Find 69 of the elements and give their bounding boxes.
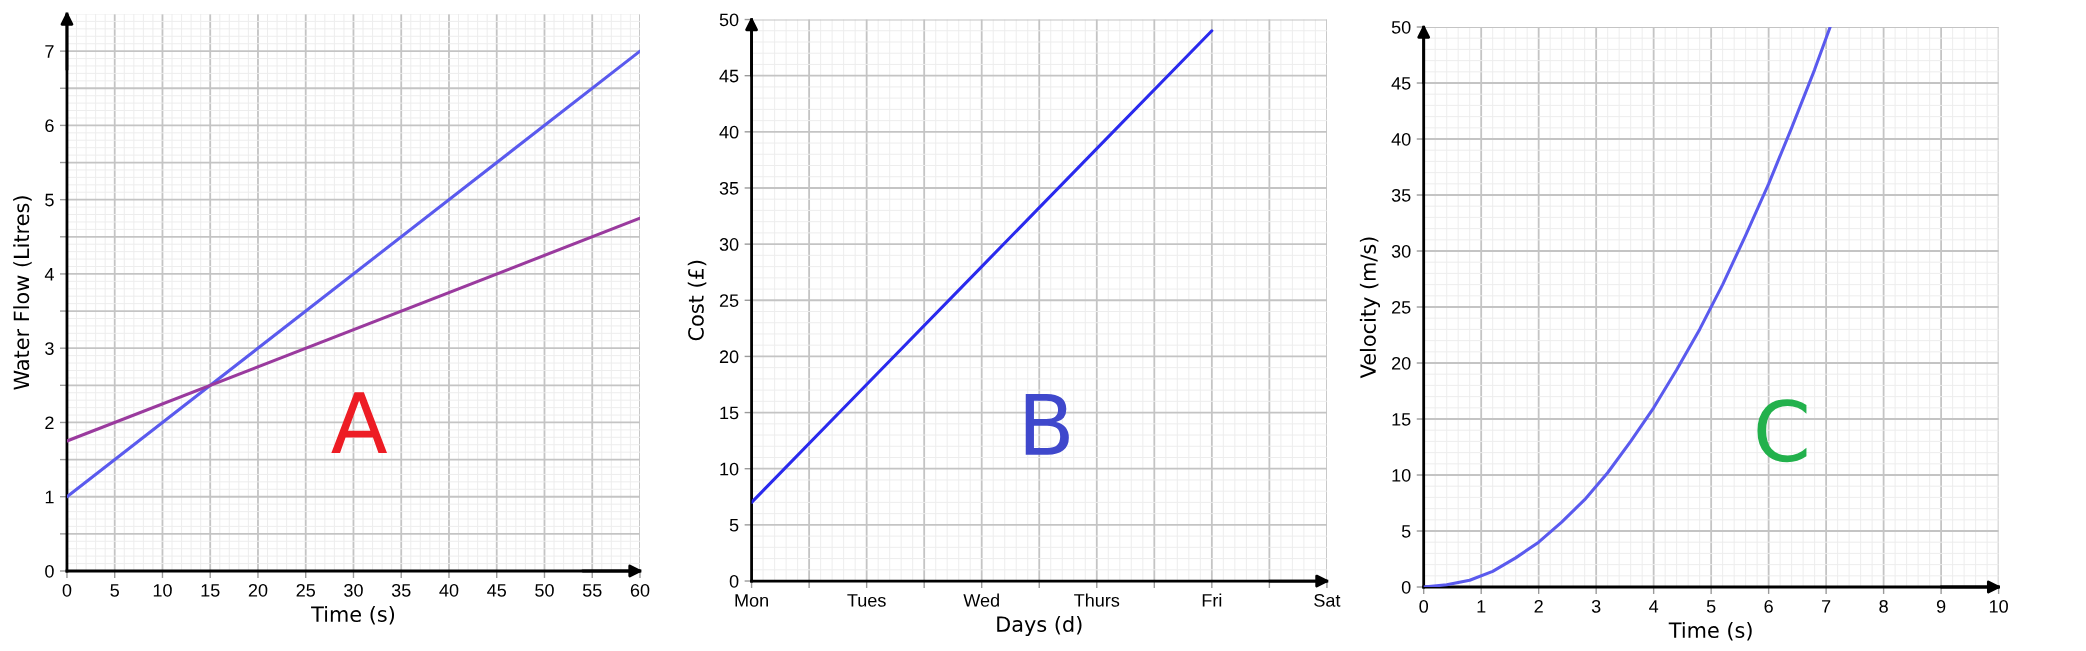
x-tick-label: Fri	[1202, 593, 1222, 607]
y-tick-label: 5	[45, 193, 54, 207]
y-tick-label: 1	[45, 490, 54, 504]
annotation: A	[331, 392, 388, 454]
y-tick-label: 7	[45, 45, 54, 58]
x-axis-title: Time (s)	[1668, 621, 1752, 641]
y-axis-title: Velocity (m/s)	[1359, 237, 1380, 379]
y-tick-label: 50	[719, 13, 739, 27]
x-tick-label: 0	[1419, 599, 1429, 613]
x-tick-label: Tues	[847, 594, 886, 607]
x-tick-label: 45	[487, 584, 507, 597]
line-series	[751, 29, 1214, 504]
y-tick-label: 35	[1391, 188, 1411, 202]
x-tick-label: 60	[630, 583, 650, 597]
y-tick-label: 5	[1401, 525, 1411, 538]
y-tick-label: 6	[45, 119, 54, 133]
x-axis-title: Days (d)	[997, 615, 1082, 637]
x-tick-label: 7	[1822, 600, 1831, 613]
y-tick-label: 40	[1391, 132, 1411, 146]
y-tick-label: 35	[719, 181, 739, 195]
y-tick-label: 15	[720, 406, 739, 420]
x-tick-label: 3	[1591, 599, 1601, 613]
y-tick-label: 15	[1392, 413, 1411, 426]
x-tick-label: 50	[535, 583, 554, 597]
y-tick-label: 50	[1391, 20, 1411, 34]
y-tick-label: 20	[1392, 356, 1411, 370]
x-tick-label: 10	[1989, 599, 2008, 613]
y-tick-label: 30	[1391, 244, 1411, 258]
y-axis-title: Cost (£)	[687, 260, 707, 341]
y-tick-label: 4	[44, 268, 54, 281]
y-tick-label: 25	[719, 294, 739, 307]
y-tick-label: 0	[729, 574, 739, 588]
y-tick-label: 10	[720, 462, 739, 476]
x-tick-label: 20	[248, 583, 268, 597]
x-tick-label: 55	[582, 584, 602, 597]
y-tick-label: 45	[1391, 77, 1411, 90]
y-tick-label: 2	[45, 416, 54, 429]
x-tick-label: 35	[391, 583, 411, 597]
y-tick-label: 45	[719, 69, 739, 83]
y-tick-label: 40	[719, 125, 739, 139]
x-tick-label: 25	[296, 583, 316, 597]
x-tick-label: Wed	[963, 593, 999, 607]
annotation: C	[1757, 399, 1807, 463]
x-tick-label: 5	[1706, 600, 1716, 613]
y-tick-label: 30	[719, 238, 739, 251]
x-tick-label: Mon	[735, 594, 768, 607]
x-tick-label: Sat	[1314, 593, 1341, 607]
x-tick-label: 1	[1477, 600, 1486, 613]
x-tick-label: 9	[1936, 599, 1946, 613]
x-tick-label: Thurs	[1074, 593, 1120, 607]
y-tick-label: 10	[1392, 468, 1411, 482]
x-tick-label: 8	[1879, 599, 1888, 613]
x-tick-label: 2	[1534, 599, 1543, 613]
y-tick-label: 5	[729, 518, 739, 532]
y-tick-label: 20	[719, 350, 739, 364]
annotation: B	[1025, 393, 1069, 455]
x-tick-label: 15	[201, 584, 220, 597]
x-tick-label: 5	[110, 584, 119, 597]
x-tick-label: 30	[344, 583, 363, 597]
x-tick-label: 6	[1764, 599, 1773, 613]
x-tick-label: 4	[1649, 600, 1659, 613]
x-axis-title: Time (s)	[311, 605, 395, 625]
x-tick-label: 40	[439, 583, 459, 597]
y-tick-label: 25	[1392, 300, 1411, 314]
y-axis-title: Water Flow (Litres)	[13, 196, 32, 390]
y-tick-label: 3	[45, 342, 54, 355]
y-tick-label: 0	[45, 564, 54, 578]
x-tick-label: 0	[62, 583, 72, 597]
x-tick-label: 10	[153, 583, 172, 597]
